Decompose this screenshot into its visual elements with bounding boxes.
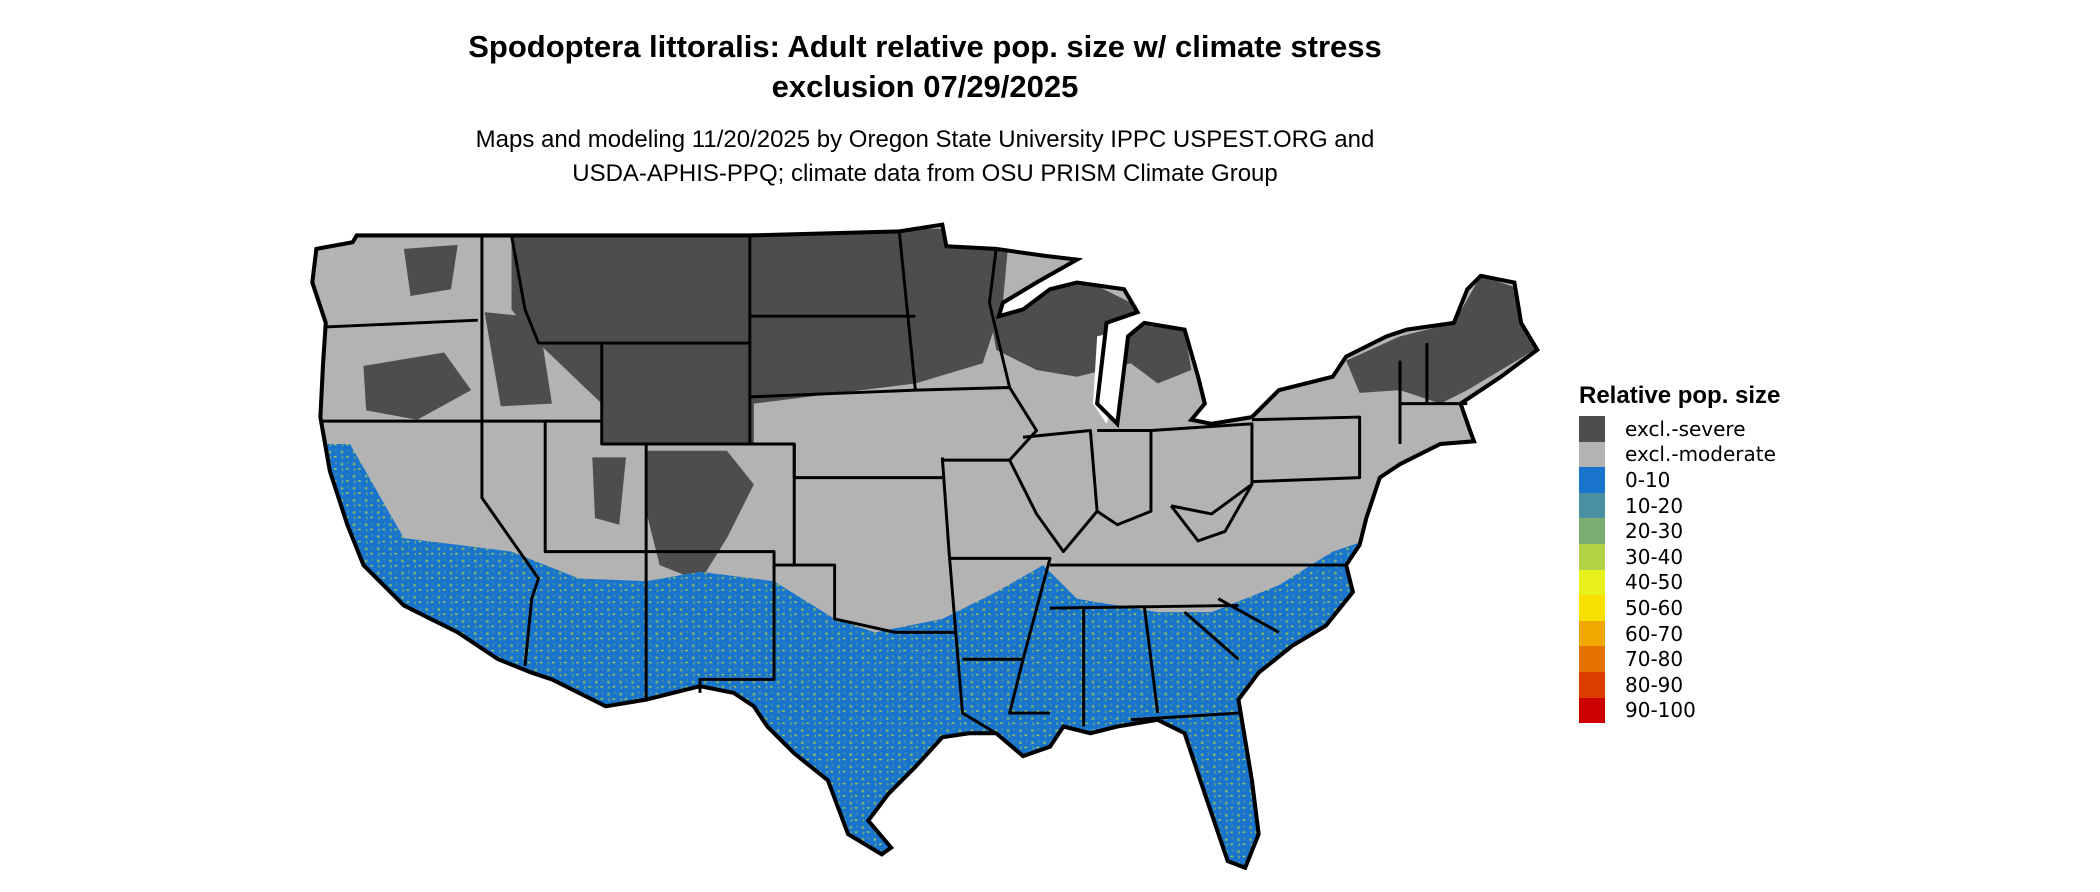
legend-items: excl.-severe excl.-moderate 0-10 10-20 20-30… [1579,416,1780,724]
legend-swatch [1579,671,1605,698]
legend-swatch [1579,543,1605,570]
legend-title: Relative pop. size [1579,382,1781,409]
subtitle-line-1: Maps and modeling 11/20/2025 by Oregon S… [475,126,1375,153]
legend-label: excl.-severe [1625,416,1746,441]
map-title-line-1: Spodoptera littoralis: Adult relative po… [468,29,1382,64]
lake-michigan [1093,329,1125,424]
legend-swatch [1579,518,1605,544]
legend-swatch [1579,569,1605,596]
legend-item: 30-40 [1579,543,1780,570]
legend-label: 40-50 [1625,570,1684,595]
state-boundaries [323,231,1468,735]
legend-label: 0-10 [1625,467,1671,492]
legend-label: 60-70 [1625,621,1684,646]
legend-label: 50-60 [1625,595,1684,620]
legend-label: excl.-moderate [1625,442,1776,467]
legend-item: 50-60 [1579,595,1780,621]
legend-item: 70-80 [1579,646,1780,672]
legend-item: 90-100 [1579,697,1780,724]
legend-label: 20-30 [1625,519,1684,544]
legend-item: 40-50 [1579,569,1780,596]
legend-item: 60-70 [1579,620,1780,647]
legend-label: 70-80 [1625,647,1684,672]
legend: Relative pop. size excl.-severe excl.-mod… [1579,382,1781,724]
legend-swatch [1579,441,1605,468]
legend-label: 30-40 [1625,544,1684,569]
legend-item: 10-20 [1579,492,1780,519]
legend-item: 20-30 [1579,518,1780,544]
subtitle-line-2: USDA-APHIS-PPQ; climate data from OSU PR… [572,160,1278,187]
legend-label: 10-20 [1625,493,1684,518]
legend-swatch [1579,620,1605,647]
legend-item: excl.-moderate [1579,441,1780,468]
legend-item: excl.-severe [1579,416,1780,442]
legend-item: 0-10 [1579,467,1780,493]
legend-swatch [1579,697,1605,724]
legend-label: 90-100 [1625,698,1696,723]
legend-swatch [1579,492,1605,519]
legend-swatch [1579,467,1605,493]
legend-swatch [1579,646,1605,672]
legend-swatch [1579,416,1605,442]
legend-label: 80-90 [1625,672,1684,697]
legend-swatch [1579,595,1605,621]
map-title-line-2: exclusion 07/29/2025 [771,69,1079,104]
legend-item: 80-90 [1579,671,1780,698]
